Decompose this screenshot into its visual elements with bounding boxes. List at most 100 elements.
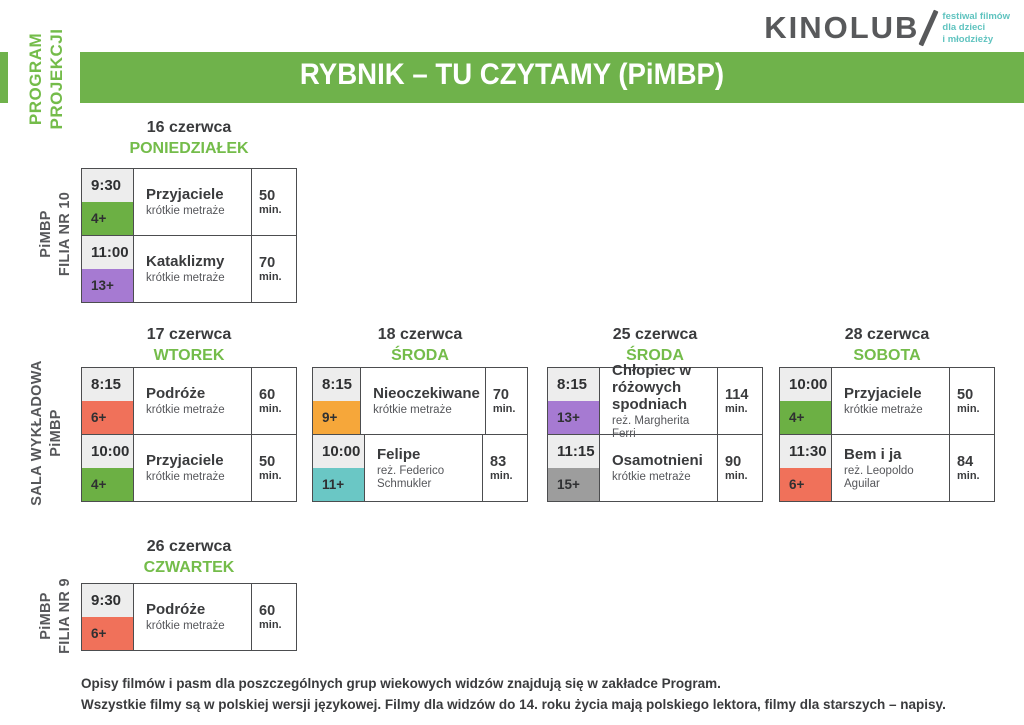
duration-unit: min. — [725, 403, 748, 415]
venue-label-line: PiMBP — [38, 210, 54, 258]
weekday-heading: ŚRODA — [391, 347, 449, 364]
time-age-cell: 10:00 4+ — [82, 435, 134, 501]
screening-time: 9:30 — [82, 169, 133, 202]
film-title: Przyjaciele — [146, 186, 224, 203]
duration-value: 90 — [725, 454, 742, 470]
duration-cell: 83 min. — [483, 435, 527, 501]
time-age-cell: 11:30 6+ — [780, 435, 832, 501]
film-cell: Przyjaciele krótkie metraże — [832, 368, 950, 434]
age-badge: 6+ — [780, 468, 831, 501]
film-title: Osamotnieni — [612, 452, 703, 469]
banner-left-accent — [0, 52, 8, 103]
film-cell: Bem i ja reż. Leopoldo Aguilar — [832, 435, 950, 501]
tagline-line-2: dla dzieci — [942, 22, 986, 34]
age-badge: 13+ — [548, 401, 599, 434]
screening-time: 10:00 — [82, 435, 133, 468]
screening-row: 8:15 9+ Nieoczekiwane krótkie metraże 70 min. — [313, 368, 527, 434]
film-title: Kataklizmy — [146, 253, 225, 270]
duration-cell: 70 min. — [252, 236, 296, 302]
film-subtitle: krótkie metraże — [146, 471, 225, 483]
film-title: Przyjaciele — [844, 385, 922, 402]
date-heading: 17 czerwca — [146, 326, 232, 343]
screening-table: 10:00 4+ Przyjaciele krótkie metraże 50 min. 1… — [779, 367, 995, 502]
venue-label-line: FILIA NR 10 — [57, 191, 73, 277]
duration-cell: 50 min. — [252, 169, 296, 235]
date-heading: 28 czerwca — [844, 326, 930, 343]
film-title: Przyjaciele — [146, 452, 224, 469]
age-badge: 11+ — [313, 468, 364, 501]
duration-value: 50 — [259, 454, 276, 470]
screening-time: 8:15 — [313, 368, 361, 401]
film-title: Bem i ja — [844, 445, 902, 463]
screening-time: 11:00 — [82, 236, 133, 269]
footer-note-1: Opisy filmów i pasm dla poszczególnych g… — [81, 676, 721, 691]
tagline-line-3: i młodzieży — [942, 33, 994, 45]
venue-label: SALA WYKŁADOWA PiMBP — [24, 348, 70, 518]
duration-value: 114 — [725, 387, 749, 403]
film-title: Nieoczekiwane — [373, 385, 480, 402]
screening-row: 11:00 13+ Kataklizmy krótkie metraże 70 min. — [82, 235, 296, 302]
venue-label: PiMBP FILIA NR 10 — [33, 149, 79, 319]
film-cell: Nieoczekiwane krótkie metraże — [361, 368, 486, 434]
time-age-cell: 11:00 13+ — [82, 236, 134, 302]
age-badge: 6+ — [82, 401, 133, 434]
age-badge: 4+ — [82, 202, 133, 235]
film-subtitle: reż. Federico Schmukler — [377, 464, 445, 490]
time-age-cell: 8:15 6+ — [82, 368, 134, 434]
duration-unit: min. — [957, 403, 980, 415]
duration-value: 50 — [957, 387, 974, 403]
duration-value: 83 — [490, 454, 507, 470]
city-banner — [80, 52, 1024, 103]
weekday-heading: ŚRODA — [626, 347, 684, 364]
film-cell: Felipe reż. Federico Schmukler — [365, 435, 483, 501]
footer-note-2: Wszystkie filmy są w polskiej wersji jęz… — [81, 697, 946, 712]
venue-label: PiMBP FILIA NR 9 — [33, 531, 79, 701]
date-heading: 25 czerwca — [612, 326, 698, 343]
duration-cell: 84 min. — [950, 435, 994, 501]
screening-time: 11:30 — [780, 435, 831, 468]
screening-row: 8:15 13+ Chłopiec w różowych spodniach reż.… — [548, 362, 762, 440]
film-subtitle: krótkie metraże — [146, 620, 225, 632]
screening-row: 10:00 4+ Przyjaciele krótkie metraże 50 min. — [82, 434, 296, 501]
logo-wordmark: KINOLUB — [764, 10, 920, 45]
screening-time: 10:00 — [780, 368, 831, 401]
film-subtitle: krótkie metraże — [373, 404, 452, 416]
screening-table: 8:15 6+ Podróże krótkie metraże 60 min. 10:00 4… — [81, 367, 297, 502]
age-badge: 6+ — [82, 617, 133, 650]
venue-label-line: FILIA NR 9 — [57, 578, 73, 654]
logo-tagline: festiwal filmów dla dzieci i młodzieży — [942, 11, 1010, 46]
film-title: Podróże — [146, 601, 206, 618]
film-subtitle: krótkie metraże — [146, 205, 225, 217]
time-age-cell: 9:30 4+ — [82, 169, 134, 235]
date-heading: 16 czerwca — [146, 119, 232, 136]
weekday-heading: CZWARTEK — [143, 559, 235, 576]
age-badge: 9+ — [313, 401, 361, 434]
weekday-heading: PONIEDZIAŁEK — [129, 140, 249, 157]
time-age-cell: 10:00 4+ — [780, 368, 832, 434]
duration-value: 50 — [259, 188, 276, 204]
film-subtitle: reż. Leopoldo Aguilar — [844, 464, 914, 490]
time-age-cell: 11:15 15+ — [548, 435, 600, 501]
film-title: Podróże — [146, 385, 206, 402]
film-cell: Przyjaciele krótkie metraże — [134, 169, 252, 235]
film-subtitle: krótkie metraże — [844, 404, 923, 416]
screening-table: 9:30 4+ Przyjaciele krótkie metraże 50 min. 11… — [81, 168, 297, 303]
duration-unit: min. — [957, 470, 980, 482]
duration-cell: 60 min. — [252, 584, 296, 650]
age-badge: 15+ — [548, 468, 599, 501]
venue-label-line: SALA WYKŁADOWA — [29, 360, 45, 506]
screening-row: 9:30 4+ Przyjaciele krótkie metraże 50 min. — [82, 169, 296, 235]
duration-value: 84 — [957, 454, 974, 470]
screening-table: 9:30 6+ Podróże krótkie metraże 60 min. — [81, 583, 297, 651]
duration-value: 70 — [492, 387, 509, 403]
duration-value: 60 — [259, 387, 276, 403]
duration-unit: min. — [492, 403, 516, 415]
film-subtitle: reż. Margherita Ferri — [612, 414, 690, 440]
film-cell: Podróże krótkie metraże — [134, 584, 252, 650]
film-title: Felipe — [377, 445, 421, 463]
date-heading: 18 czerwca — [377, 326, 463, 343]
screening-row: 11:15 15+ Osamotnieni krótkie metraże 90 min. — [548, 434, 762, 501]
duration-unit: min. — [259, 403, 282, 415]
kinolub-logo: KINOLUB festiwal filmów dla dzieci i mło… — [764, 9, 1010, 47]
film-title: Chłopiec w różowych spodniach — [612, 361, 692, 413]
